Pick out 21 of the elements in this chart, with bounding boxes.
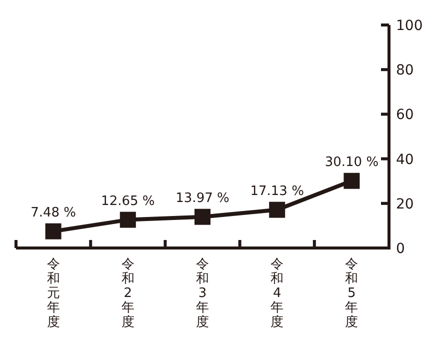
x-tick-label: 令和4年度: [270, 257, 284, 330]
x-tick-label: 令和3年度: [196, 257, 209, 330]
data-label: 30.10 %: [324, 154, 379, 170]
point: [120, 212, 136, 228]
y-tick-label: 0: [396, 241, 405, 257]
data-label: 17.13 %: [250, 184, 304, 199]
y-tick-label: 100: [396, 18, 423, 34]
point: [45, 223, 62, 240]
y-tick-label: 40: [396, 152, 414, 168]
y-tick-label: 60: [396, 107, 414, 124]
point: [344, 172, 360, 189]
y-tick-label: 80: [396, 62, 414, 79]
point: [194, 208, 210, 225]
x-tick-label: 令和2年度: [121, 257, 134, 330]
x-tick-label: 令和元年度: [46, 257, 60, 330]
data-label: 7.48 %: [30, 205, 76, 220]
data-label: 12.65 %: [101, 194, 155, 209]
x-tick-label: 令和5年度: [345, 257, 358, 330]
point: [269, 202, 286, 218]
data-label: 13.97 %: [176, 190, 230, 206]
y-tick-label: 20: [396, 196, 414, 212]
